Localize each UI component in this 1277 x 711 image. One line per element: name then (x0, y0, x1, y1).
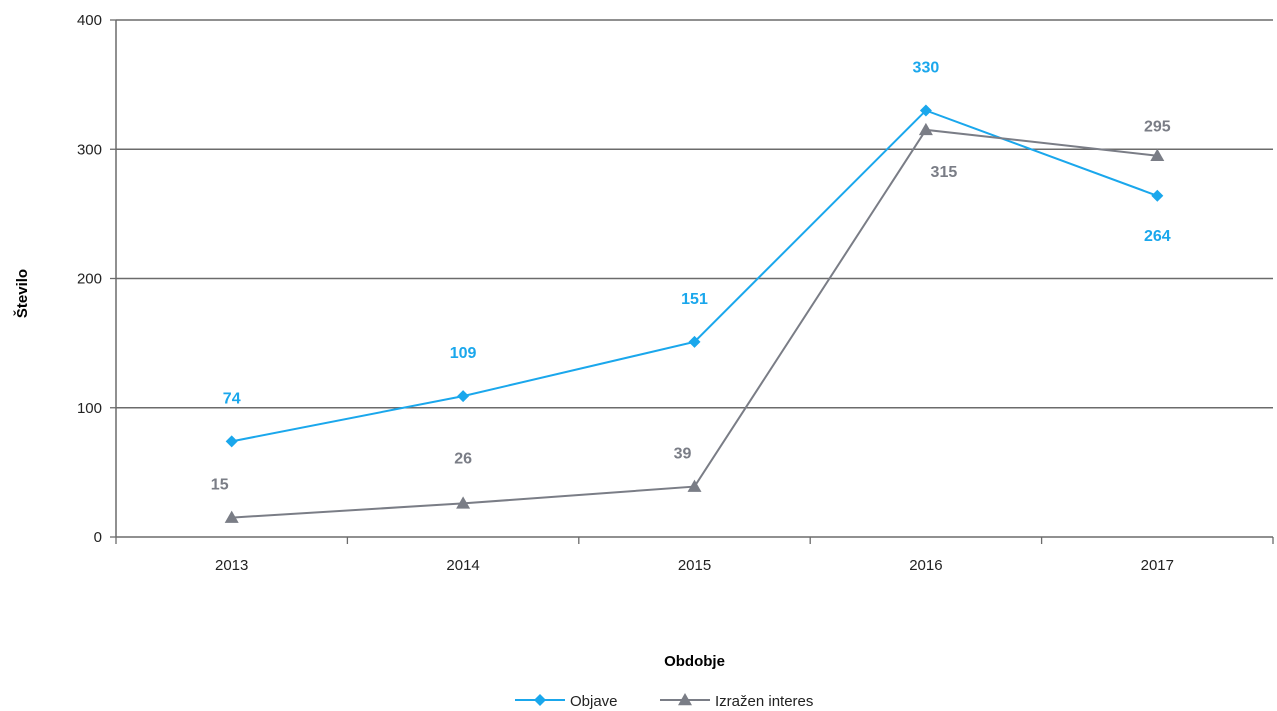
data-label-izrazen-interes: 295 (1144, 119, 1171, 136)
x-tick-label: 2017 (1141, 557, 1174, 574)
data-point-objave (1151, 189, 1164, 202)
y-axis-title: Število (13, 269, 31, 318)
data-label-izrazen-interes: 26 (454, 450, 472, 467)
series-lines (224, 104, 1165, 523)
data-point-izrazen-interes (918, 122, 933, 136)
data-label-objave: 109 (450, 345, 477, 362)
data-labels: 74 109 151 330 264 15 26 39 315 295 (211, 59, 1171, 493)
legend-label: Izražen interes (715, 693, 813, 710)
triangle-marker-icon (678, 693, 692, 706)
data-label-objave: 330 (913, 59, 940, 76)
y-tick-label: 0 (94, 529, 102, 546)
data-point-izrazen-interes (687, 479, 702, 492)
data-point-objave (688, 335, 701, 348)
data-point-izrazen-interes (456, 496, 471, 509)
data-label-objave: 264 (1144, 228, 1171, 245)
x-axis-title: Obdobje (664, 653, 725, 670)
data-point-objave (457, 390, 470, 403)
series-line-objave (231, 109, 1158, 443)
data-point-objave (919, 104, 932, 117)
y-tick-label: 300 (77, 141, 102, 158)
data-label-izrazen-interes: 39 (674, 446, 692, 463)
data-point-objave (225, 435, 238, 448)
diamond-marker-icon (534, 694, 546, 706)
y-tick-label: 200 (77, 271, 102, 288)
x-tick-label: 2016 (909, 557, 942, 574)
legend-label: Objave (570, 693, 618, 710)
data-label-izrazen-interes: 315 (931, 164, 958, 181)
x-tick-label: 2014 (446, 557, 479, 574)
legend-item-izrazen-interes: Izražen interes (660, 693, 813, 710)
axes: 0 100 200 300 400 2013 2014 2015 2016 2017 (77, 12, 1274, 574)
data-label-izrazen-interes: 15 (211, 477, 229, 494)
legend: Objave Izražen interes (515, 693, 813, 710)
y-tick-label: 100 (77, 400, 102, 417)
data-point-izrazen-interes (224, 510, 239, 523)
data-label-objave: 74 (223, 390, 241, 407)
data-point-izrazen-interes (1150, 148, 1165, 161)
legend-item-objave: Objave (515, 693, 618, 710)
data-label-objave: 151 (681, 291, 708, 308)
y-tick-label: 400 (77, 12, 102, 29)
x-tick-label: 2015 (678, 557, 711, 574)
series-line-izrazen-interes (231, 128, 1158, 519)
gridlines (116, 19, 1273, 409)
x-tick-label: 2013 (215, 557, 248, 574)
